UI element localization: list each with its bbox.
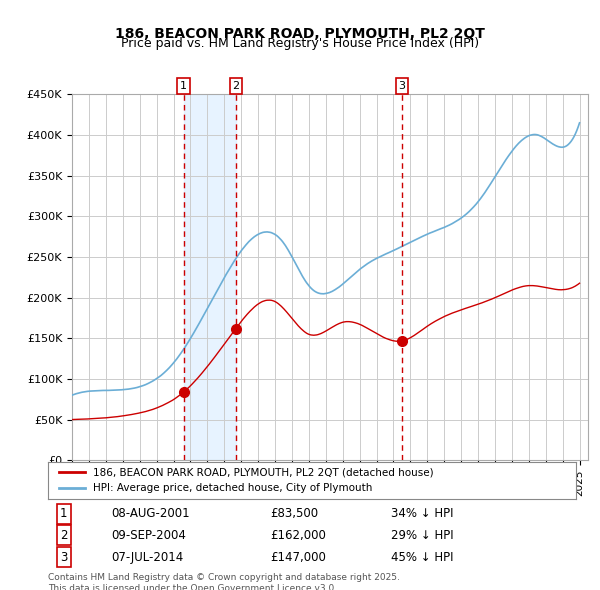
Bar <box>184 94 236 460</box>
Text: 3: 3 <box>60 550 68 563</box>
Text: £162,000: £162,000 <box>270 529 326 542</box>
Text: 09-SEP-2004: 09-SEP-2004 <box>112 529 186 542</box>
Text: 2: 2 <box>232 81 239 91</box>
Text: 29% ↓ HPI: 29% ↓ HPI <box>391 529 454 542</box>
Text: 1: 1 <box>60 507 68 520</box>
Text: 1: 1 <box>180 81 187 91</box>
Text: Price paid vs. HM Land Registry's House Price Index (HPI): Price paid vs. HM Land Registry's House … <box>121 37 479 50</box>
Text: 08-AUG-2001: 08-AUG-2001 <box>112 507 190 520</box>
Text: 07-JUL-2014: 07-JUL-2014 <box>112 550 184 563</box>
Text: £83,500: £83,500 <box>270 507 318 520</box>
Text: 186, BEACON PARK ROAD, PLYMOUTH, PL2 2QT (detached house): 186, BEACON PARK ROAD, PLYMOUTH, PL2 2QT… <box>93 467 434 477</box>
Text: 2: 2 <box>60 529 68 542</box>
Text: 45% ↓ HPI: 45% ↓ HPI <box>391 550 454 563</box>
Text: Contains HM Land Registry data © Crown copyright and database right 2025.
This d: Contains HM Land Registry data © Crown c… <box>48 573 400 590</box>
Text: HPI: Average price, detached house, City of Plymouth: HPI: Average price, detached house, City… <box>93 483 372 493</box>
Text: 34% ↓ HPI: 34% ↓ HPI <box>391 507 454 520</box>
Text: 3: 3 <box>398 81 406 91</box>
Text: 186, BEACON PARK ROAD, PLYMOUTH, PL2 2QT: 186, BEACON PARK ROAD, PLYMOUTH, PL2 2QT <box>115 27 485 41</box>
Text: £147,000: £147,000 <box>270 550 326 563</box>
